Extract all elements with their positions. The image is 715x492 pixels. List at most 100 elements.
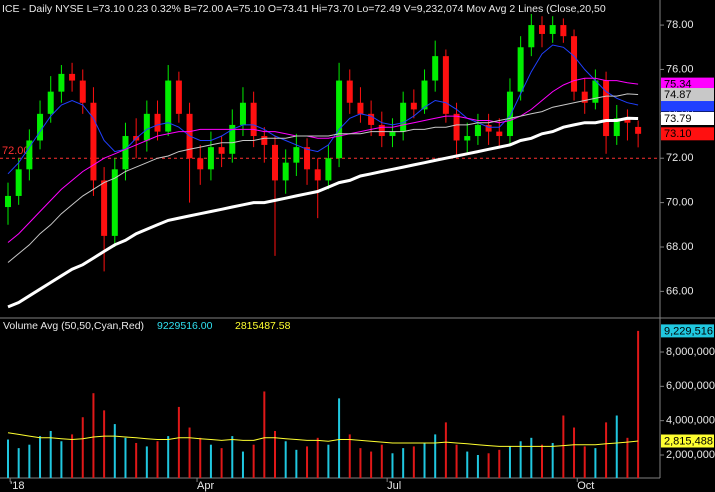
candle-body xyxy=(175,80,182,114)
volume-bar xyxy=(17,448,20,478)
volume-bar xyxy=(39,436,42,478)
y-tick-label: 2,000,000 xyxy=(666,449,715,461)
candle-body xyxy=(261,136,268,145)
price-tag-label: 9,229,516 xyxy=(664,325,713,337)
volume-bar xyxy=(177,406,180,478)
candle-body xyxy=(58,73,65,92)
volume-bar xyxy=(316,437,319,478)
average-value: 2815487.58 xyxy=(235,320,291,332)
volume-bar xyxy=(327,444,330,478)
volume-bar xyxy=(573,427,576,478)
volume-bar xyxy=(605,422,608,478)
candle-body xyxy=(464,136,471,141)
candle-body xyxy=(15,169,22,196)
y-tick-label: 8,000,000 xyxy=(666,346,715,358)
y-tick-label: 76.00 xyxy=(666,63,694,75)
volume-bar xyxy=(626,437,629,478)
candle-body xyxy=(197,158,204,170)
candle-body xyxy=(474,124,481,137)
moving-average xyxy=(7,116,639,309)
volume-bar xyxy=(145,446,148,478)
candle-body xyxy=(613,118,620,137)
price-tag-label: 73.10 xyxy=(664,128,692,140)
volume-bar xyxy=(338,398,341,478)
candle-body xyxy=(101,180,108,236)
volume-bar xyxy=(241,451,244,478)
candle-body xyxy=(154,113,161,132)
volume-bar xyxy=(348,434,351,478)
candle-body xyxy=(421,80,428,110)
volume-bar xyxy=(487,453,490,478)
price-tag xyxy=(661,112,714,126)
volume-bar xyxy=(209,444,212,478)
candle-body xyxy=(592,80,599,103)
volume-bar xyxy=(92,393,95,478)
volume-bar xyxy=(199,437,202,478)
candle-body xyxy=(517,47,524,92)
volume-bar xyxy=(508,446,511,478)
candle-body xyxy=(79,80,86,103)
y-tick-label: 66.00 xyxy=(666,285,694,297)
volume-bar xyxy=(551,442,554,478)
price-tag xyxy=(661,88,714,102)
candle-body xyxy=(90,102,97,181)
volume-bar xyxy=(263,391,266,478)
y-tick-label: 68.00 xyxy=(666,241,694,253)
candle-body xyxy=(239,102,246,125)
candle-body xyxy=(432,56,439,81)
volume-bar xyxy=(423,442,426,478)
price-tag xyxy=(661,127,714,141)
chart-title: ICE - Daily NYSE L=73.10 0.23 0.32% B=72… xyxy=(2,3,606,15)
candle-body xyxy=(293,147,300,163)
y-tick-label: 6,000,000 xyxy=(666,380,715,392)
candle-body xyxy=(389,131,396,137)
price-tag xyxy=(661,324,714,338)
price-tag-label: 2,815,488 xyxy=(664,435,713,447)
moving-average xyxy=(7,77,639,243)
candle-body xyxy=(506,91,513,137)
volume-bar xyxy=(124,437,127,478)
y-tick-label: 72.00 xyxy=(666,152,694,164)
volume-average xyxy=(7,432,639,447)
price-tag xyxy=(661,98,714,112)
candle-body xyxy=(496,131,503,137)
candle-body xyxy=(47,91,54,114)
volume-bar xyxy=(359,448,362,478)
candle-body xyxy=(229,124,236,154)
y-tick-label: 78.00 xyxy=(666,19,694,31)
candle-body xyxy=(69,73,76,81)
candle-body xyxy=(357,102,364,114)
price-tag xyxy=(661,77,714,91)
candle-body xyxy=(26,140,33,170)
price-tag-label: 75.34 xyxy=(664,79,692,91)
volume-bar xyxy=(306,446,309,478)
candle-body xyxy=(571,36,578,92)
candle-body xyxy=(560,25,567,37)
candle-body xyxy=(539,25,545,34)
candle-body xyxy=(624,118,631,123)
volume-bar xyxy=(444,422,447,478)
volume-bar xyxy=(562,415,565,478)
volume-bar xyxy=(295,449,298,478)
volume-bar xyxy=(380,444,383,478)
candle-body xyxy=(218,147,225,154)
volume-bar xyxy=(519,441,522,478)
candle-body xyxy=(325,158,332,181)
volume-bar xyxy=(476,454,479,478)
candle-body xyxy=(336,80,343,159)
volume-bar xyxy=(7,439,9,478)
candle-body xyxy=(346,80,353,103)
price-tag-label: 73.79 xyxy=(664,113,692,125)
y-tick-label: 4,000,000 xyxy=(666,415,715,427)
candle-body xyxy=(603,80,610,137)
candle-body xyxy=(143,113,150,141)
candle-body xyxy=(549,25,556,34)
volume-bar xyxy=(583,446,586,478)
volume-bar xyxy=(498,449,501,478)
volume-bar xyxy=(252,444,255,478)
volume-bar xyxy=(274,430,276,478)
candle-body xyxy=(250,102,257,137)
candle-body xyxy=(581,91,588,103)
candle-body xyxy=(122,136,129,170)
